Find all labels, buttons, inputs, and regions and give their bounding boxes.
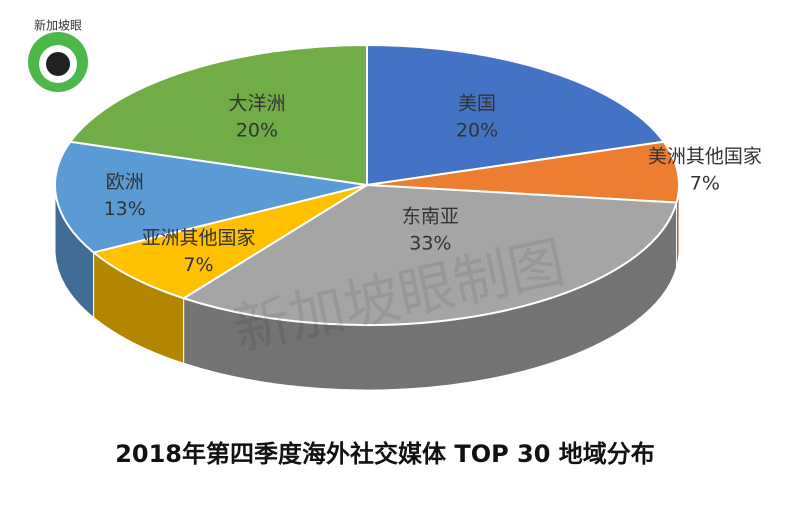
pie: 美国 20% 美洲其他国家 7% 东南亚 33% 亚洲其他国家 7% 欧洲 13% 大洋洲 20% xyxy=(54,43,762,391)
slice xyxy=(366,140,680,204)
value-label: 7% xyxy=(183,254,213,276)
slice xyxy=(54,140,368,254)
slice xyxy=(181,183,678,326)
slice xyxy=(91,184,368,300)
slice-label: 美洲其他国家 xyxy=(648,146,762,168)
chart-title: 2018年第四季度海外社交媒体 TOP 30 地域分布 xyxy=(115,440,655,468)
value-label: 20% xyxy=(456,120,498,142)
slice-label: 大洋洲 xyxy=(228,93,285,115)
slice-label: 东南亚 xyxy=(402,205,459,227)
value-label: 33% xyxy=(409,232,451,254)
slice-label: 美国 xyxy=(458,93,496,115)
logo-text: 新加坡眼 xyxy=(34,18,82,33)
logo: 新加坡眼 xyxy=(28,18,88,92)
slice-label: 欧洲 xyxy=(106,171,144,193)
value-label: 7% xyxy=(690,173,720,195)
slice-label: 亚洲其他国家 xyxy=(141,227,255,249)
slice xyxy=(68,43,368,187)
value-label: 20% xyxy=(236,120,278,142)
value-label: 13% xyxy=(104,198,146,220)
slice xyxy=(366,43,666,187)
logo-eye xyxy=(46,52,70,76)
